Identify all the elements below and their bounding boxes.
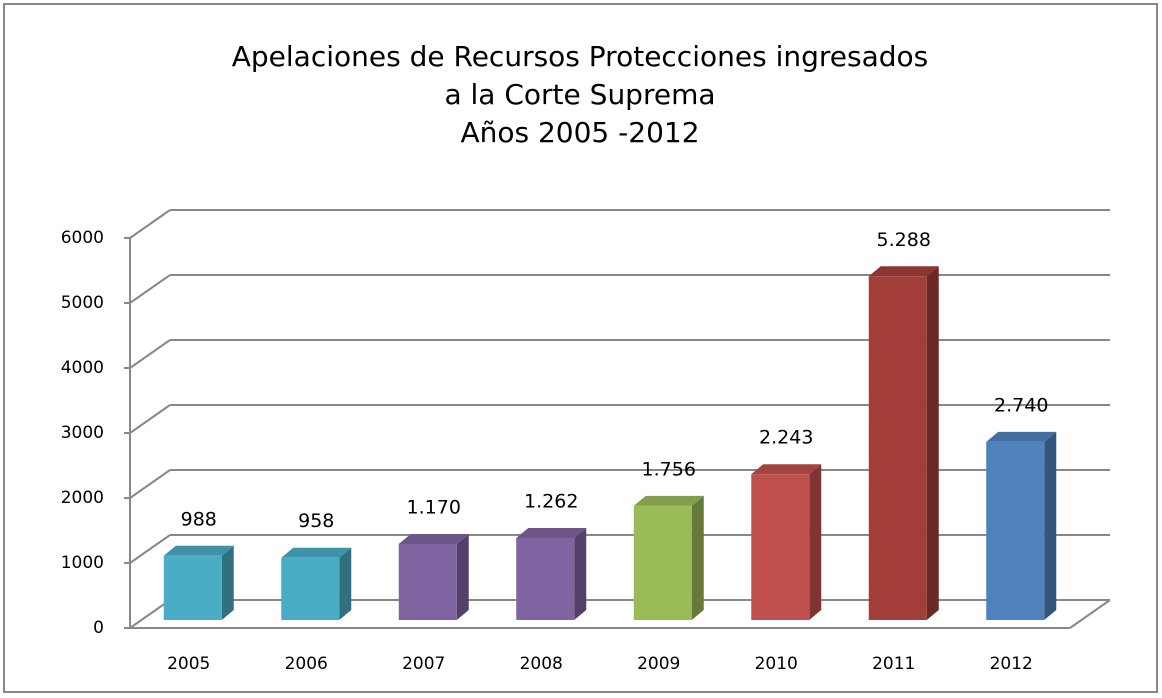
y-tick-label: 0 [93,618,104,638]
y-tick-label: 1000 [61,553,104,573]
bar-top [751,464,822,475]
bar-top [868,266,939,277]
bar-side [221,545,234,620]
x-tick-label: 2007 [402,654,445,674]
bar-side [1044,431,1057,620]
bar-side [456,533,469,620]
value-label: 2.740 [994,394,1048,416]
x-tick-label: 2009 [637,654,680,674]
bar [398,543,457,620]
bar [986,441,1045,620]
x-tick-label: 2011 [872,654,915,674]
bar [868,276,927,620]
value-label: 958 [298,510,334,532]
value-label: 2.243 [759,427,813,449]
grid-line [129,274,171,304]
bar-top [163,545,234,556]
y-tick-label: 5000 [61,293,104,313]
bar-top [281,547,352,558]
x-tick-label: 2012 [990,654,1033,674]
bar-side [926,266,939,620]
bar-top [516,527,587,538]
x-tick-label: 2005 [167,654,210,674]
value-label: 1.262 [524,490,578,512]
grid-line [129,209,171,239]
x-tick-label: 2010 [755,654,798,674]
chart-title: a la Corte Suprema [444,78,715,111]
floor-edge [1069,599,1111,629]
value-label: 5.288 [877,229,931,251]
y-tick-label: 2000 [61,488,104,508]
grid-line [129,469,171,499]
bar [281,557,340,620]
y-tick-label: 4000 [61,358,104,378]
bar-side [339,547,352,620]
bar [516,537,575,620]
grid-line [129,534,171,564]
bar-top [986,431,1057,442]
bar-side [691,495,704,620]
bar [163,555,222,620]
chart-title: Apelaciones de Recursos Protecciones ing… [232,40,929,73]
value-label: 1.756 [642,458,696,480]
bar [751,474,810,620]
grid-line [129,599,171,629]
y-tick-label: 3000 [61,423,104,443]
grid-line [129,339,171,369]
bar-top [398,533,469,544]
y-tick-label: 6000 [61,228,104,248]
bar-top [633,495,704,506]
value-label: 1.170 [407,496,461,518]
bar-side [574,527,587,620]
bar-side [809,464,822,620]
bar [633,505,692,620]
value-label: 988 [181,508,217,530]
x-tick-label: 2008 [520,654,563,674]
chart-title: Años 2005 -2012 [460,116,699,149]
x-tick-label: 2006 [285,654,328,674]
grid-line [129,404,171,434]
